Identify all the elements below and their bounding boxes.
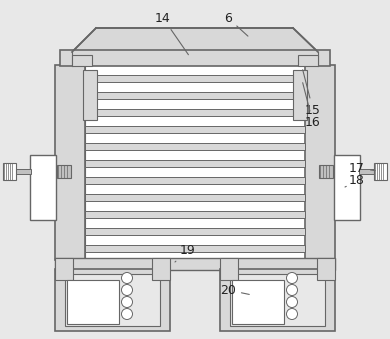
Bar xyxy=(67,280,119,324)
Bar xyxy=(85,65,305,260)
Bar xyxy=(152,258,170,280)
Text: 15: 15 xyxy=(303,70,321,117)
Text: 17: 17 xyxy=(349,161,375,175)
Bar xyxy=(85,194,305,201)
Bar xyxy=(13,169,31,174)
Circle shape xyxy=(122,297,133,307)
Bar xyxy=(55,258,335,270)
Bar xyxy=(359,169,377,174)
Circle shape xyxy=(122,308,133,319)
Text: 20: 20 xyxy=(220,283,249,297)
Bar xyxy=(374,163,387,180)
Bar xyxy=(85,92,305,99)
Bar xyxy=(305,65,335,260)
Bar xyxy=(57,165,71,178)
Circle shape xyxy=(122,284,133,296)
Circle shape xyxy=(287,273,298,283)
Bar xyxy=(65,274,160,326)
Circle shape xyxy=(287,284,298,296)
Bar xyxy=(85,228,305,235)
Bar xyxy=(232,280,284,324)
Bar xyxy=(85,211,305,218)
Circle shape xyxy=(287,297,298,307)
Bar xyxy=(30,155,56,220)
Bar xyxy=(317,258,335,280)
Bar xyxy=(85,143,305,150)
Text: 18: 18 xyxy=(345,175,365,187)
Bar xyxy=(85,75,305,82)
Bar xyxy=(72,55,92,66)
Bar xyxy=(60,50,330,66)
Bar xyxy=(319,165,333,178)
Text: 19: 19 xyxy=(175,243,196,262)
Bar xyxy=(55,258,73,280)
Bar xyxy=(55,65,85,260)
Bar xyxy=(298,55,318,66)
Bar xyxy=(85,109,305,116)
Bar xyxy=(220,269,335,331)
Text: 6: 6 xyxy=(224,12,248,36)
Text: 14: 14 xyxy=(155,12,188,55)
Bar xyxy=(220,258,238,280)
Polygon shape xyxy=(72,28,318,52)
Bar xyxy=(85,245,305,252)
Text: 16: 16 xyxy=(303,83,321,129)
Bar xyxy=(85,160,305,167)
Bar xyxy=(293,70,307,120)
Bar xyxy=(85,177,305,184)
Bar xyxy=(55,269,170,331)
Circle shape xyxy=(122,273,133,283)
Bar xyxy=(3,163,16,180)
Bar xyxy=(334,155,360,220)
Bar xyxy=(85,126,305,133)
Bar xyxy=(83,70,97,120)
Bar xyxy=(230,274,325,326)
Circle shape xyxy=(287,308,298,319)
